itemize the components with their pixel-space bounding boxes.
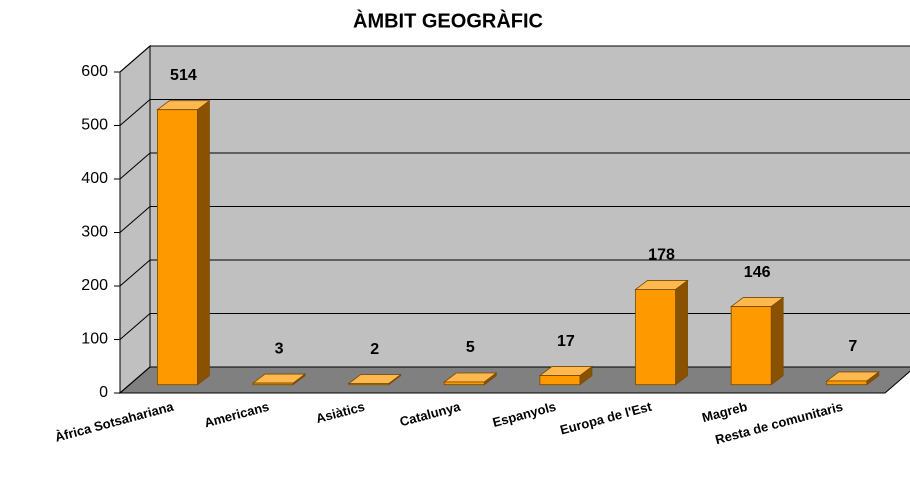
y-tick-label: 200 — [81, 277, 108, 294]
y-tick-label: 400 — [81, 170, 108, 187]
bar-side — [770, 296, 784, 386]
grid-line — [119, 99, 910, 126]
x-tick-label: Catalunya — [398, 399, 463, 430]
bar-front — [539, 375, 581, 386]
y-tick-label: 0 — [99, 384, 108, 401]
x-tick-label: Àfrica Sotsahariana — [53, 399, 176, 445]
bar — [251, 373, 307, 386]
bar-front — [826, 380, 868, 386]
bar-front — [730, 306, 772, 386]
bar — [634, 279, 689, 386]
value-label: 178 — [648, 247, 675, 264]
grid-line — [119, 259, 910, 287]
x-tick-label: Asiàtics — [314, 399, 366, 426]
bar — [443, 372, 498, 386]
x-tick-label: Espanyols — [491, 399, 558, 430]
y-tick-label: 500 — [81, 117, 108, 134]
grid-line — [119, 152, 910, 180]
grid-line — [119, 206, 910, 233]
bar-side — [197, 99, 210, 386]
bar — [825, 371, 880, 386]
value-label: 5 — [466, 339, 475, 356]
bar-side — [675, 279, 688, 386]
grid-line — [119, 45, 910, 73]
bar-front — [635, 289, 676, 386]
bar-front — [157, 109, 198, 386]
value-label: 7 — [848, 338, 857, 355]
value-label: 514 — [170, 67, 197, 84]
bar-front — [443, 381, 485, 386]
y-tick-label: 100 — [81, 331, 108, 348]
floor — [118, 366, 910, 394]
value-label: 17 — [557, 333, 575, 350]
value-label: 146 — [744, 264, 771, 281]
bar-front — [348, 383, 390, 386]
bar — [347, 373, 402, 386]
bar — [156, 99, 211, 386]
value-label: 3 — [275, 340, 284, 357]
x-tick-label: Europa de l'Est — [558, 399, 653, 438]
value-label: 2 — [370, 341, 379, 358]
x-tick-label: Americans — [203, 399, 271, 431]
bar-front — [252, 382, 294, 386]
x-tick-label: Magreb — [700, 399, 749, 425]
bar — [729, 296, 785, 386]
chart-title: ÀMBIT GEOGRÀFIC — [353, 9, 543, 32]
bar — [538, 365, 594, 386]
y-tick-label: 300 — [81, 224, 108, 241]
y-tick-label: 600 — [81, 63, 108, 80]
